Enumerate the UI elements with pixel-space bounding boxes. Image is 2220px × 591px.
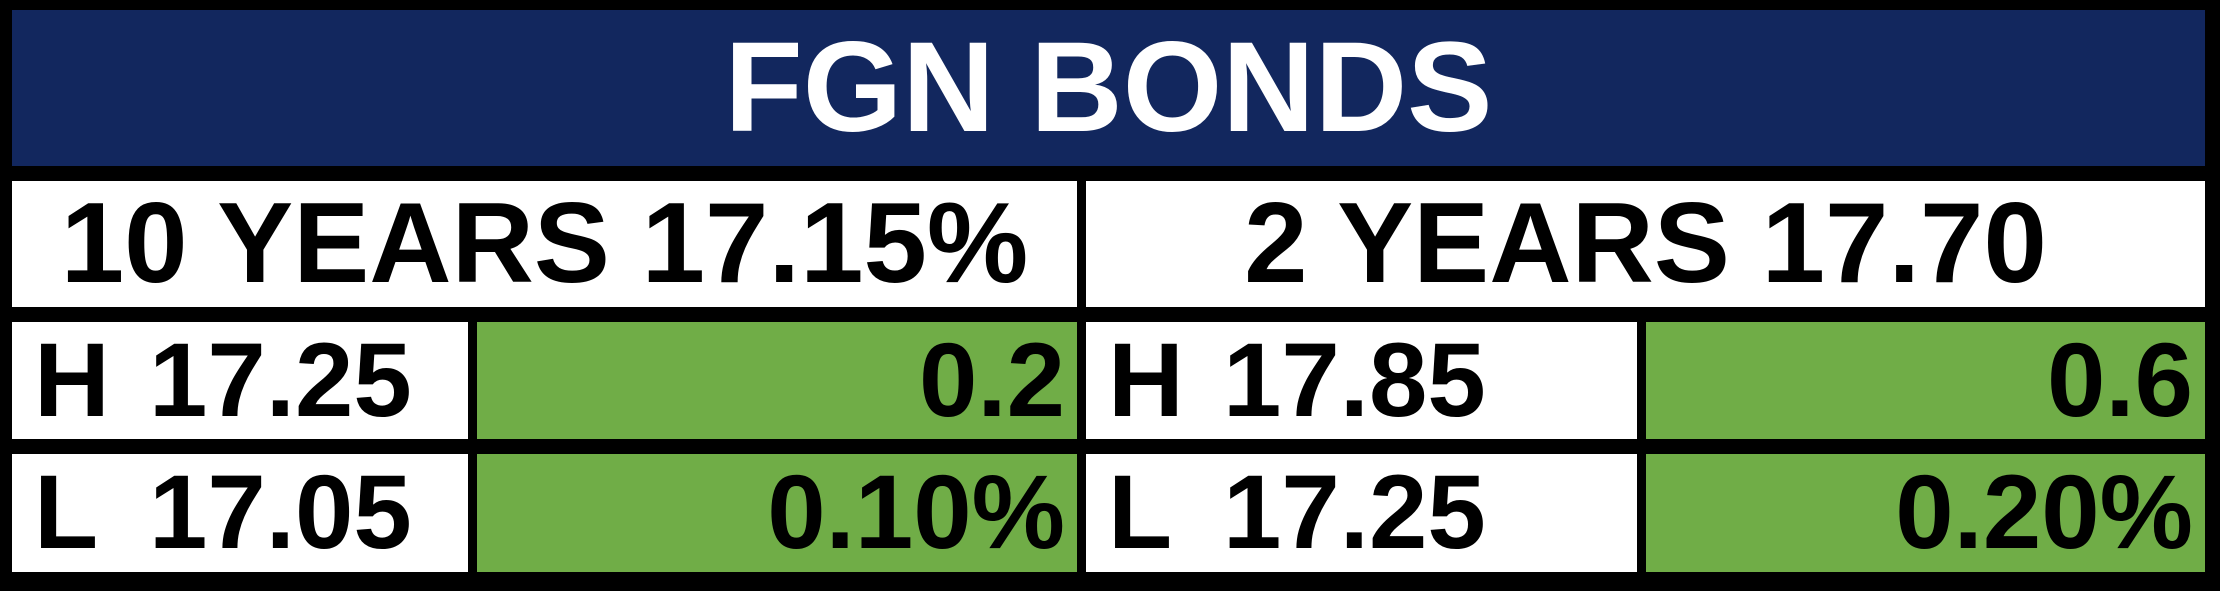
- bond-10y-low-cell: L 17.05: [12, 453, 468, 572]
- bond-2y-low-label: L: [1108, 454, 1173, 572]
- table-title: FGN BONDS: [12, 10, 2205, 166]
- bond-10y-low-change: 0.10%: [477, 453, 1077, 572]
- bond-2y-low-value: 17.25: [1223, 454, 1486, 572]
- bond-2y-low-cell: L 17.25: [1086, 453, 1637, 572]
- bond-10y-high-change: 0.2: [477, 322, 1077, 439]
- bond-2y-high-value: 17.85: [1223, 321, 1486, 439]
- fgn-bonds-table: FGN BONDS 10 YEARS 17.15% 2 YEARS 17.70 …: [12, 10, 2205, 572]
- bond-10y-low-value: 17.05: [149, 454, 412, 572]
- bond-10y-title: 10 YEARS 17.15%: [12, 180, 1077, 308]
- bond-10y-high-label: H: [34, 321, 110, 439]
- bond-10y-high-value: 17.25: [149, 321, 412, 439]
- bond-2y-low-change: 0.20%: [1646, 453, 2205, 572]
- bond-2y-high-change: 0.6: [1646, 322, 2205, 439]
- bond-2y-high-label: H: [1108, 321, 1184, 439]
- bond-10y-low-label: L: [34, 454, 99, 572]
- bond-2y-title: 2 YEARS 17.70: [1086, 180, 2205, 308]
- bond-2y-high-cell: H 17.85: [1086, 321, 1637, 439]
- bond-10y-high-cell: H 17.25: [12, 321, 468, 439]
